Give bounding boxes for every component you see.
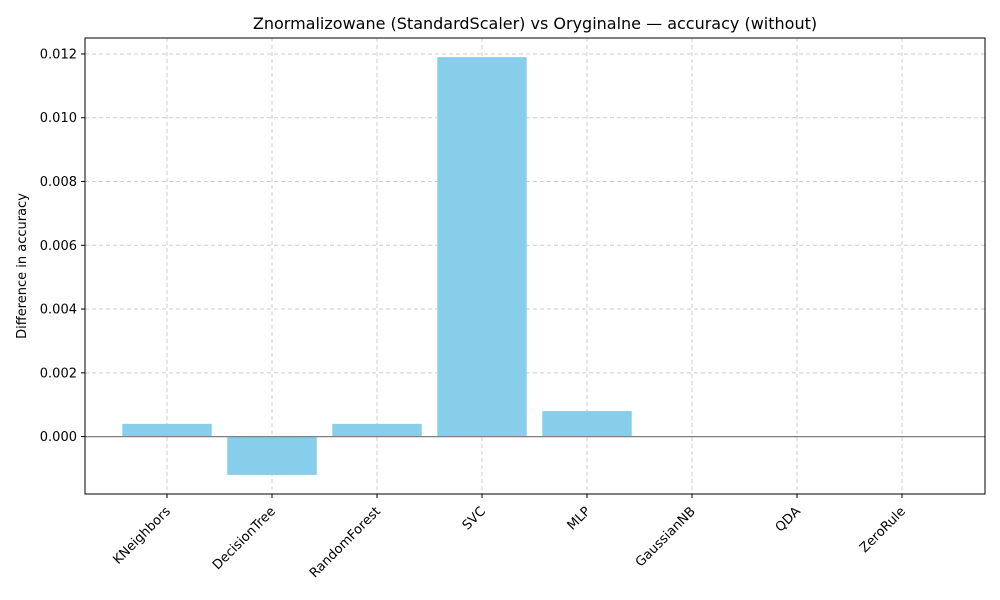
plot-area-frame	[84, 37, 986, 495]
y-tick-label: 0.008	[40, 175, 77, 190]
y-tick-label: 0.000	[40, 430, 77, 445]
x-tick-label: KNeighbors	[110, 504, 174, 568]
x-tick-label: DecisionTree	[210, 504, 279, 573]
x-tick-label: MLP	[565, 504, 594, 533]
x-tick-label: QDA	[773, 504, 804, 535]
y-tick-label: 0.010	[40, 111, 77, 126]
chart-title: Znormalizowane (StandardScaler) vs Orygi…	[253, 14, 817, 33]
grid	[85, 38, 985, 494]
bar-svc	[437, 57, 527, 437]
y-tick-label: 0.006	[40, 239, 77, 254]
y-axis-label: Difference in accuracy	[15, 193, 30, 339]
bars	[122, 57, 632, 475]
x-tick-label: RandomForest	[307, 504, 384, 581]
bar-decisiontree	[227, 436, 317, 475]
y-tick-label: 0.002	[40, 366, 77, 381]
x-tick-label: SVC	[460, 504, 489, 533]
bar-kneighbors	[122, 423, 212, 437]
y-tick-label: 0.012	[40, 47, 77, 62]
bar-randomforest	[332, 423, 422, 437]
y-tick-label: 0.004	[40, 303, 77, 318]
x-tick-label: ZeroRule	[857, 504, 909, 556]
x-tick-label: GaussianNB	[633, 504, 699, 570]
bar-mlp	[542, 411, 632, 437]
